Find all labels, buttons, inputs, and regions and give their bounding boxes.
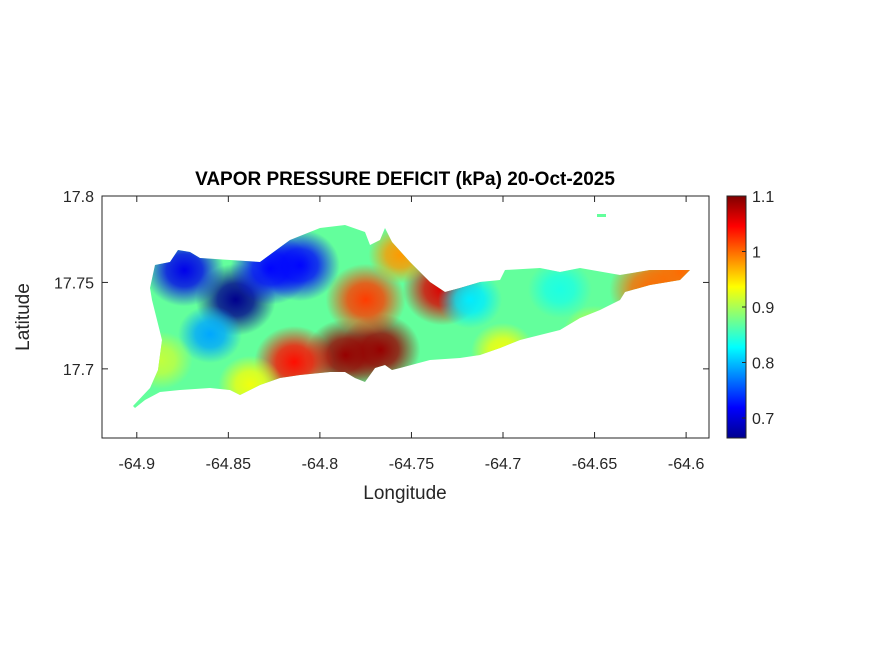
y-tick-label: 17.75 — [54, 275, 94, 292]
y-tick-label: 17.7 — [63, 362, 94, 379]
x-axis-label: Longitude — [363, 483, 446, 504]
x-tick-label: -64.75 — [389, 456, 434, 473]
x-tick-label: -64.65 — [572, 456, 617, 473]
chart-title: VAPOR PRESSURE DEFICIT (kPa) 20-Oct-2025 — [195, 169, 615, 190]
y-axis-label: Latitude — [13, 283, 34, 351]
field-point — [527, 260, 592, 319]
x-tick-label: -64.6 — [668, 456, 705, 473]
colorbar-tick-label: 0.7 — [752, 411, 774, 428]
field-point — [325, 263, 406, 336]
x-tick-label: -64.85 — [206, 456, 251, 473]
x-tick-label: -64.8 — [302, 456, 339, 473]
axes-box — [101, 195, 710, 439]
x-tick-label: -64.9 — [119, 456, 156, 473]
colorbar — [726, 195, 747, 439]
x-tick-label: -64.7 — [485, 456, 522, 473]
colorbar-tick-label: 1.1 — [752, 189, 774, 206]
colorbar-tick-label: 0.8 — [752, 356, 774, 373]
field-point — [178, 305, 243, 364]
colorbar-tick-label: 1 — [752, 245, 761, 262]
colorbar-tick-label: 0.9 — [752, 300, 774, 317]
y-tick-label: 17.8 — [63, 189, 94, 206]
